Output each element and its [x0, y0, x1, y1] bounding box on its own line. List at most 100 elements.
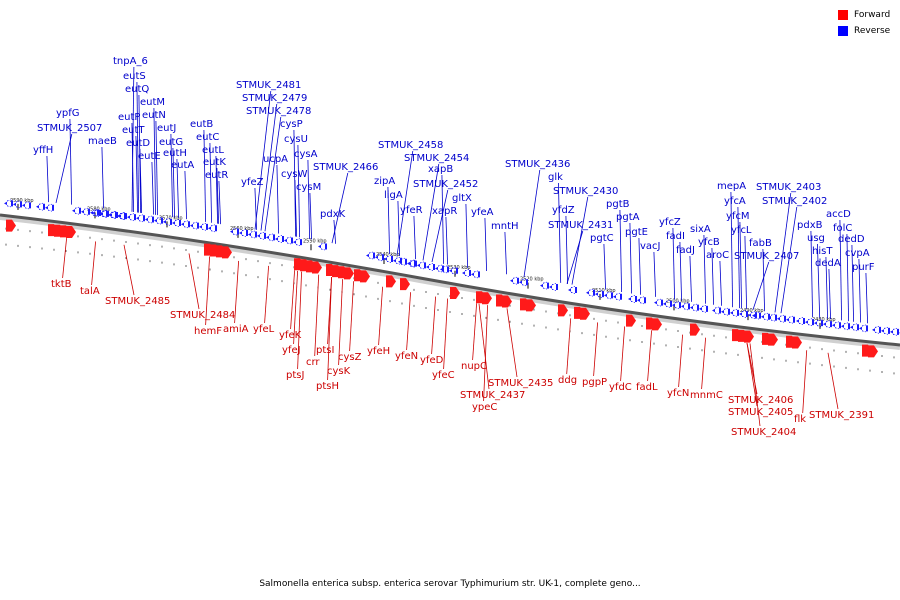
- reverse-gene-glyph[interactable]: [672, 301, 681, 310]
- reverse-gene-glyph[interactable]: [109, 210, 118, 219]
- forward-gene-glyph[interactable]: [744, 330, 754, 343]
- reverse-gene-glyph[interactable]: [417, 261, 426, 270]
- reverse-gene-glyph[interactable]: [127, 213, 136, 222]
- reverse-gene-glyph[interactable]: [519, 278, 528, 287]
- reverse-gene-glyph[interactable]: [850, 323, 859, 332]
- reverse-gene-glyph[interactable]: [637, 296, 646, 305]
- reverse-gene-glyph[interactable]: [275, 234, 284, 243]
- forward-gene-glyph[interactable]: [690, 323, 700, 336]
- reverse-gene-glyph[interactable]: [721, 307, 730, 316]
- reverse-gene-glyph[interactable]: [881, 326, 890, 335]
- reverse-gene-glyph[interactable]: [22, 201, 31, 210]
- forward-gene-glyph[interactable]: [768, 333, 778, 346]
- reverse-gene-glyph[interactable]: [266, 233, 275, 242]
- reverse-gene-glyph[interactable]: [366, 251, 375, 260]
- reverse-gene-glyph[interactable]: [72, 206, 81, 215]
- reverse-gene-glyph[interactable]: [154, 216, 163, 225]
- reverse-gene-glyph[interactable]: [199, 222, 208, 231]
- forward-gene-glyph[interactable]: [482, 292, 492, 305]
- forward-gene-glyph[interactable]: [360, 270, 370, 283]
- reverse-gene-glyph[interactable]: [768, 313, 777, 322]
- reverse-gene-glyph[interactable]: [136, 214, 145, 223]
- reverse-gene-glyph[interactable]: [257, 231, 266, 240]
- reverse-gene-glyph[interactable]: [426, 262, 435, 271]
- reverse-gene-glyph[interactable]: [777, 314, 786, 323]
- reverse-gene-glyph[interactable]: [449, 266, 458, 275]
- reverse-gene-glyph[interactable]: [568, 285, 577, 294]
- forward-gene-glyph[interactable]: [580, 307, 590, 320]
- forward-gene-glyph[interactable]: [6, 219, 16, 232]
- reverse-gene-glyph[interactable]: [654, 298, 663, 307]
- reverse-gene-glyph[interactable]: [841, 322, 850, 331]
- reverse-gene-glyph[interactable]: [92, 208, 101, 217]
- reverse-gene-glyph[interactable]: [375, 253, 384, 262]
- reverse-gene-glyph[interactable]: [398, 257, 407, 266]
- forward-gene-glyph[interactable]: [526, 299, 536, 312]
- reverse-gene-glyph[interactable]: [384, 255, 393, 264]
- reverse-gene-glyph[interactable]: [872, 325, 881, 334]
- reverse-gene-glyph[interactable]: [118, 212, 127, 221]
- forward-gene-glyph[interactable]: [626, 314, 636, 327]
- reverse-gene-glyph[interactable]: [761, 312, 770, 321]
- forward-gene-glyph[interactable]: [222, 246, 232, 259]
- reverse-gene-glyph[interactable]: [681, 302, 690, 311]
- forward-gene-glyph[interactable]: [558, 304, 568, 317]
- reverse-gene-glyph[interactable]: [45, 203, 54, 212]
- reverse-gene-glyph[interactable]: [318, 242, 327, 251]
- reverse-gene-glyph[interactable]: [172, 219, 181, 228]
- reverse-gene-glyph[interactable]: [712, 306, 721, 315]
- reverse-gene-glyph[interactable]: [510, 276, 519, 285]
- reverse-gene-glyph[interactable]: [699, 304, 708, 313]
- reverse-gene-glyph[interactable]: [730, 308, 739, 317]
- reverse-gene-glyph[interactable]: [100, 209, 109, 218]
- reverse-gene-glyph[interactable]: [796, 317, 805, 326]
- reverse-gene-glyph[interactable]: [663, 299, 672, 308]
- forward-gene-glyph[interactable]: [386, 275, 396, 288]
- reverse-gene-glyph[interactable]: [613, 292, 622, 301]
- reverse-gene-glyph[interactable]: [604, 291, 613, 300]
- reverse-gene-glyph[interactable]: [890, 327, 899, 336]
- reverse-gene-glyph[interactable]: [81, 207, 90, 216]
- reverse-gene-glyph[interactable]: [181, 220, 190, 229]
- reverse-gene-glyph[interactable]: [739, 310, 748, 319]
- reverse-gene-glyph[interactable]: [586, 288, 595, 297]
- reverse-gene-glyph[interactable]: [540, 281, 549, 290]
- reverse-gene-glyph[interactable]: [408, 259, 417, 268]
- reverse-gene-glyph[interactable]: [690, 303, 699, 312]
- forward-gene-glyph[interactable]: [652, 318, 662, 331]
- forward-gene-glyph[interactable]: [400, 278, 410, 291]
- reverse-gene-glyph[interactable]: [293, 238, 302, 247]
- reverse-gene-glyph[interactable]: [814, 319, 823, 328]
- reverse-gene-glyph[interactable]: [208, 224, 217, 233]
- reverse-gene-glyph[interactable]: [628, 294, 637, 303]
- reverse-gene-glyph[interactable]: [748, 311, 757, 320]
- reverse-gene-glyph[interactable]: [90, 208, 99, 217]
- reverse-gene-glyph[interactable]: [859, 324, 868, 333]
- reverse-gene-glyph[interactable]: [248, 230, 257, 239]
- reverse-gene-glyph[interactable]: [36, 202, 45, 211]
- forward-gene-glyph[interactable]: [66, 226, 76, 239]
- reverse-gene-glyph[interactable]: [549, 282, 558, 291]
- reverse-gene-glyph[interactable]: [4, 199, 13, 208]
- forward-gene-glyph[interactable]: [344, 267, 354, 280]
- reverse-gene-glyph[interactable]: [230, 227, 239, 236]
- reverse-gene-glyph[interactable]: [13, 200, 22, 209]
- forward-gene-glyph[interactable]: [868, 345, 878, 358]
- reverse-gene-glyph[interactable]: [832, 321, 841, 330]
- reverse-gene-glyph[interactable]: [462, 268, 471, 277]
- forward-gene-glyph[interactable]: [312, 261, 322, 274]
- reverse-gene-glyph[interactable]: [145, 215, 154, 224]
- reverse-gene-glyph[interactable]: [284, 236, 293, 245]
- reverse-gene-glyph[interactable]: [752, 311, 761, 320]
- reverse-gene-glyph[interactable]: [239, 228, 248, 237]
- reverse-gene-glyph[interactable]: [823, 320, 832, 329]
- reverse-gene-glyph[interactable]: [595, 290, 604, 299]
- forward-gene-glyph[interactable]: [450, 286, 460, 299]
- reverse-gene-glyph[interactable]: [190, 221, 199, 230]
- reverse-gene-glyph[interactable]: [805, 318, 814, 327]
- forward-gene-glyph[interactable]: [502, 295, 512, 308]
- reverse-gene-glyph[interactable]: [786, 315, 795, 324]
- reverse-gene-glyph[interactable]: [471, 270, 480, 279]
- reverse-gene-glyph[interactable]: [163, 217, 172, 226]
- forward-gene-glyph[interactable]: [792, 336, 802, 349]
